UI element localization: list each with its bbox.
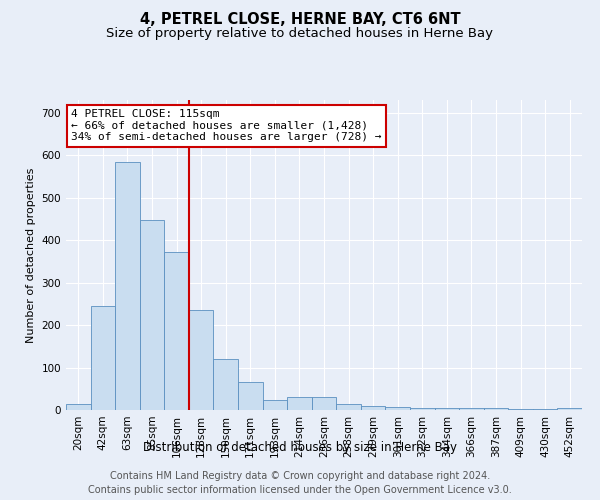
Text: Contains HM Land Registry data © Crown copyright and database right 2024.
Contai: Contains HM Land Registry data © Crown c… — [88, 471, 512, 495]
Bar — [287, 398, 312, 410]
Bar — [361, 406, 385, 410]
Bar — [459, 408, 484, 410]
Bar — [336, 404, 361, 410]
Text: Distribution of detached houses by size in Herne Bay: Distribution of detached houses by size … — [143, 441, 457, 454]
Bar — [214, 359, 238, 410]
Bar — [533, 409, 557, 410]
Text: 4, PETREL CLOSE, HERNE BAY, CT6 6NT: 4, PETREL CLOSE, HERNE BAY, CT6 6NT — [140, 12, 460, 28]
Bar — [434, 408, 459, 410]
Bar — [508, 408, 533, 410]
Bar — [66, 404, 91, 410]
Y-axis label: Number of detached properties: Number of detached properties — [26, 168, 36, 342]
Bar — [115, 162, 140, 410]
Bar — [557, 408, 582, 410]
Bar — [189, 310, 214, 410]
Text: Size of property relative to detached houses in Herne Bay: Size of property relative to detached ho… — [107, 28, 493, 40]
Bar — [410, 408, 434, 410]
Bar — [91, 306, 115, 410]
Bar — [484, 408, 508, 410]
Bar — [312, 398, 336, 410]
Bar — [263, 400, 287, 410]
Bar — [385, 406, 410, 410]
Bar — [140, 220, 164, 410]
Bar — [164, 252, 189, 410]
Text: 4 PETREL CLOSE: 115sqm
← 66% of detached houses are smaller (1,428)
34% of semi-: 4 PETREL CLOSE: 115sqm ← 66% of detached… — [71, 110, 382, 142]
Bar — [238, 382, 263, 410]
